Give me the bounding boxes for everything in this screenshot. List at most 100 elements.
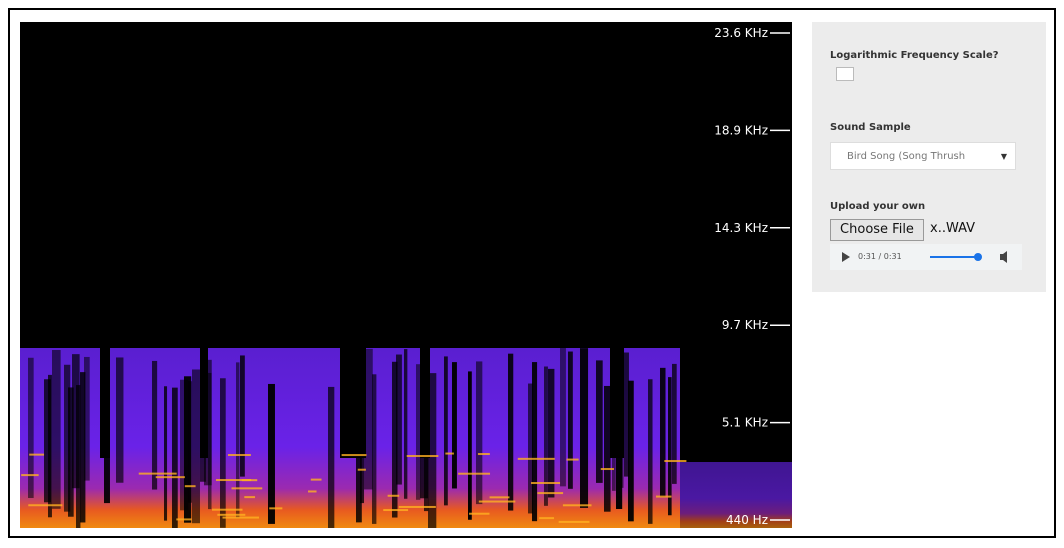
spectrum-gap [628, 381, 634, 522]
spectrum-harmonic [601, 468, 614, 470]
choose-file-button[interactable]: Choose File [830, 219, 924, 241]
audio-time: 0:31 / 0:31 [858, 252, 902, 261]
spectrum-harmonic [478, 453, 490, 455]
spectrum-harmonic [563, 504, 592, 506]
spectrum-gap [532, 362, 537, 521]
spectrum-gap [672, 364, 677, 484]
spectrum-gap [372, 374, 376, 524]
spectrum-gap [76, 385, 80, 528]
sound-sample-select[interactable]: Bird Song (Song Thrush ▼ [830, 142, 1016, 170]
spectrum-gap [172, 388, 178, 528]
spectrum-gap [580, 348, 588, 508]
spectrum-gap [396, 355, 402, 485]
frequency-label: 18.9 KHz [714, 123, 768, 137]
spectrum-gap [604, 386, 611, 512]
spectrum-gap [164, 386, 167, 520]
spectrum-harmonic [518, 458, 555, 460]
spectrum-harmonic [469, 513, 489, 515]
spectrum-harmonic [139, 473, 177, 475]
spectrum-harmonic [656, 496, 671, 498]
upload-label: Upload your own [830, 201, 925, 212]
spectrum-harmonic [231, 487, 262, 489]
play-button[interactable] [842, 252, 850, 262]
spectrum-gap [404, 349, 407, 499]
spectrum-harmonic [185, 485, 196, 487]
spectrum-gap [188, 381, 192, 502]
log-scale-label: Logarithmic Frequency Scale? [830, 50, 999, 61]
spectrum-harmonic [664, 460, 686, 462]
spectrum-gap [468, 371, 472, 519]
volume-button[interactable] [1000, 251, 1007, 263]
spectrum-gap [508, 354, 513, 511]
spectrum-gap [208, 373, 212, 509]
spectrum-harmonic [479, 501, 515, 503]
spectrum-gap [116, 357, 123, 482]
spectrum-harmonic [490, 496, 510, 498]
spectrum-harmonic [28, 504, 62, 506]
spectrum-harmonic [269, 507, 282, 509]
select-arrow: ▼ [1001, 143, 1007, 171]
spectrum-gap [200, 348, 208, 458]
spectrum-gap [444, 356, 448, 505]
spectrum-gap [548, 369, 554, 498]
spectrum-gap [220, 378, 226, 528]
control-panel: Logarithmic Frequency Scale? Sound Sampl… [812, 22, 1046, 292]
spectrum-harmonic [212, 509, 243, 511]
spectrum-harmonic [388, 495, 400, 497]
spectrum-gap [420, 348, 430, 458]
spectrum-harmonic [342, 454, 367, 456]
spectrum-gap [596, 360, 603, 483]
spectrogram: 23.6 KHz 18.9 KHz 14.3 KHz 9.7 KHz 5.1 KHz 44… [20, 22, 792, 528]
spectrum-gap [328, 387, 334, 528]
frequency-label: 5.1 KHz [722, 416, 768, 430]
selected-sample: Bird Song (Song Thrush [847, 151, 965, 162]
spectrum-gap [568, 352, 573, 489]
spectrum-gap [544, 367, 548, 506]
spectrum-gap [84, 357, 90, 481]
spectrum-gap [416, 364, 420, 500]
frequency-label: 14.3 KHz [714, 221, 768, 235]
spectrum-gap [100, 348, 110, 458]
spectrum-harmonic [223, 517, 259, 519]
spectrum-gap [52, 350, 61, 509]
spectrum-gap [152, 361, 157, 490]
frequency-label: 9.7 KHz [722, 318, 768, 332]
spectrum-harmonic [156, 476, 185, 478]
spectrum-gap [476, 361, 482, 504]
spectrum-harmonic [21, 474, 38, 476]
spectrum-harmonic [445, 453, 454, 455]
spectrum-harmonic [407, 455, 439, 457]
spectrum-harmonic [399, 506, 436, 508]
spectrum-harmonic [358, 469, 366, 471]
seek-thumb[interactable] [974, 253, 982, 261]
spectrum-harmonic [244, 496, 255, 498]
spectrum-gap [48, 375, 52, 517]
spectrum-harmonic [176, 518, 191, 520]
spectrum-gap [668, 377, 672, 515]
spectrum-harmonic [567, 459, 579, 461]
spectrum-gap [340, 348, 366, 458]
spectrum-gap [610, 348, 624, 458]
spectrum-gap [28, 358, 34, 498]
file-name: x..WAV [930, 221, 975, 236]
spectrum-harmonic [559, 521, 590, 523]
frequency-label: 23.6 KHz [714, 26, 768, 40]
spectrum-gap [236, 362, 239, 517]
spectrum-gap [268, 384, 275, 524]
spectrum-harmonic [217, 514, 245, 516]
spectrum-gap [648, 379, 653, 524]
frequency-label: 440 Hz [726, 513, 768, 527]
log-scale-checkbox[interactable] [836, 67, 854, 81]
spectrum-harmonic [308, 490, 317, 492]
spectrum-harmonic [242, 479, 257, 481]
spectrum-harmonic [383, 509, 408, 511]
spectrum-gap [192, 369, 200, 523]
spectrum-gap [240, 355, 245, 476]
spectrum-harmonic [458, 473, 490, 475]
audio-player: 0:31 / 0:31 [830, 244, 1022, 270]
spectrum-gap [560, 348, 566, 486]
spectrum-gap [452, 362, 457, 488]
spectrum-harmonic [29, 454, 44, 456]
page: 23.6 KHz 18.9 KHz 14.3 KHz 9.7 KHz 5.1 KHz 44… [0, 0, 1064, 548]
spectrum-harmonic [537, 492, 563, 494]
